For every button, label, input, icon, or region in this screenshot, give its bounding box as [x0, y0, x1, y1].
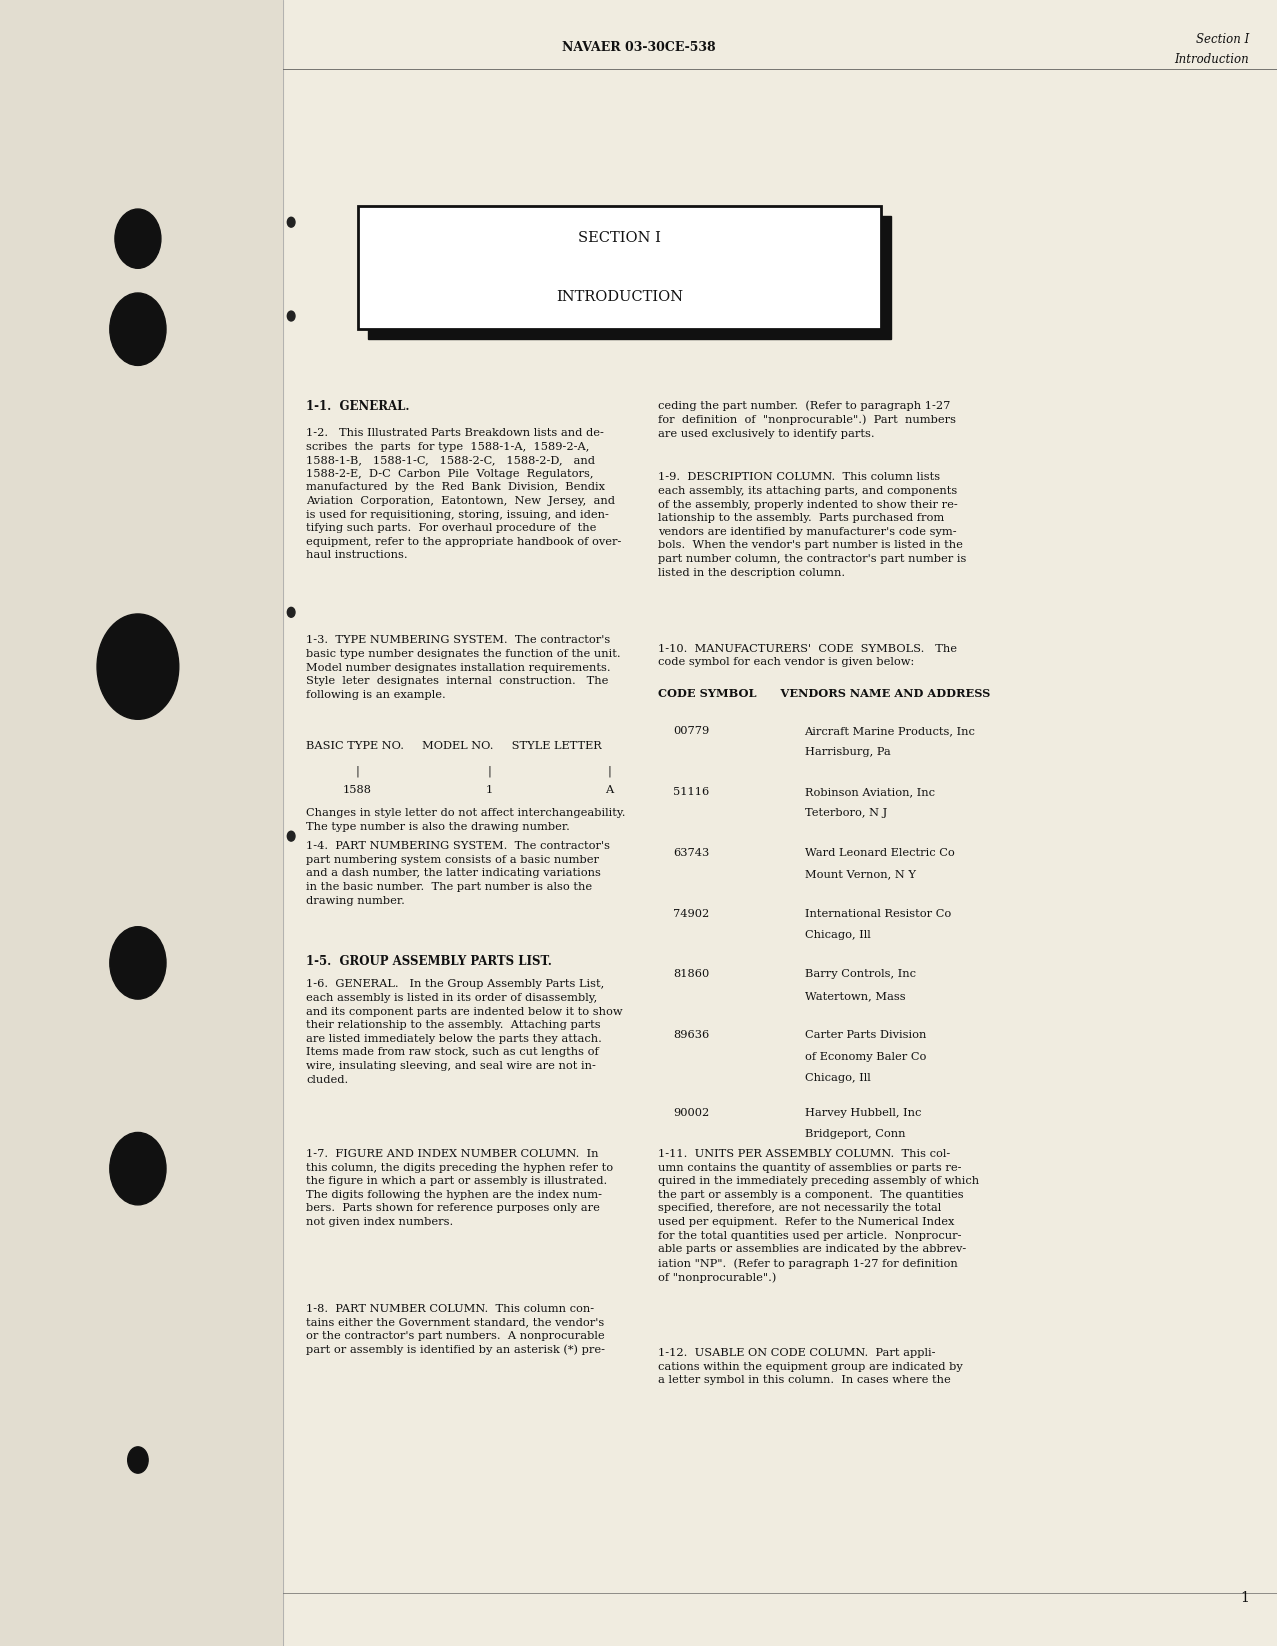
Text: INTRODUCTION: INTRODUCTION — [555, 290, 683, 305]
Text: Chicago, Ill: Chicago, Ill — [805, 930, 870, 940]
Circle shape — [128, 1447, 148, 1473]
Text: Ward Leonard Electric Co: Ward Leonard Electric Co — [805, 848, 954, 858]
Text: Robinson Aviation, Inc: Robinson Aviation, Inc — [805, 787, 935, 797]
Text: 1-4.  PART NUMBERING SYSTEM.  The contractor's
part numbering system consists of: 1-4. PART NUMBERING SYSTEM. The contract… — [306, 841, 610, 905]
Text: Introduction: Introduction — [1174, 53, 1249, 66]
Text: 1588: 1588 — [344, 785, 372, 795]
Circle shape — [110, 1132, 166, 1205]
Text: Harrisburg, Pa: Harrisburg, Pa — [805, 747, 890, 757]
Circle shape — [110, 927, 166, 999]
Text: 1-7.  FIGURE AND INDEX NUMBER COLUMN.  In
this column, the digits preceding the : 1-7. FIGURE AND INDEX NUMBER COLUMN. In … — [306, 1149, 614, 1226]
Text: 81860: 81860 — [673, 969, 709, 979]
Text: Bridgeport, Conn: Bridgeport, Conn — [805, 1129, 905, 1139]
Text: 51116: 51116 — [673, 787, 709, 797]
Text: 1-6.  GENERAL.   In the Group Assembly Parts List,
each assembly is listed in it: 1-6. GENERAL. In the Group Assembly Part… — [306, 979, 623, 1085]
Text: 1-10.  MANUFACTURERS'  CODE  SYMBOLS.   The
code symbol for each vendor is given: 1-10. MANUFACTURERS' CODE SYMBOLS. The c… — [658, 644, 956, 667]
Text: 1-2.   This Illustrated Parts Breakdown lists and de-
scribes  the  parts  for t: 1-2. This Illustrated Parts Breakdown li… — [306, 428, 622, 560]
Text: 1-5.  GROUP ASSEMBLY PARTS LIST.: 1-5. GROUP ASSEMBLY PARTS LIST. — [306, 955, 553, 968]
Text: 89636: 89636 — [673, 1030, 709, 1040]
Text: 1: 1 — [1240, 1590, 1249, 1605]
Text: Section I: Section I — [1195, 33, 1249, 46]
Text: NAVAER 03-30CE-538: NAVAER 03-30CE-538 — [562, 41, 715, 54]
Circle shape — [115, 209, 161, 268]
Text: 63743: 63743 — [673, 848, 709, 858]
Circle shape — [287, 831, 295, 841]
Text: 1: 1 — [485, 785, 493, 795]
Text: Mount Vernon, N Y: Mount Vernon, N Y — [805, 869, 916, 879]
Text: A: A — [605, 785, 613, 795]
Text: 1-12.  USABLE ON CODE COLUMN.  Part appli-
cations within the equipment group ar: 1-12. USABLE ON CODE COLUMN. Part appli-… — [658, 1348, 963, 1386]
Text: Barry Controls, Inc: Barry Controls, Inc — [805, 969, 916, 979]
Circle shape — [287, 311, 295, 321]
Text: ceding the part number.  (Refer to paragraph 1-27
for  definition  of  "nonprocu: ceding the part number. (Refer to paragr… — [658, 400, 955, 438]
Circle shape — [110, 293, 166, 365]
Circle shape — [287, 217, 295, 227]
Text: Changes in style letter do not affect interchangeability.
The type number is als: Changes in style letter do not affect in… — [306, 808, 626, 831]
Bar — [0, 0, 283, 1646]
Bar — [358, 206, 881, 329]
Bar — [368, 216, 891, 339]
Text: 1-1.  GENERAL.: 1-1. GENERAL. — [306, 400, 410, 413]
Text: 1-9.  DESCRIPTION COLUMN.  This column lists
each assembly, its attaching parts,: 1-9. DESCRIPTION COLUMN. This column lis… — [658, 472, 965, 578]
Text: |: | — [607, 765, 612, 777]
Text: Teterboro, N J: Teterboro, N J — [805, 808, 886, 818]
Text: CODE SYMBOL      VENDORS NAME AND ADDRESS: CODE SYMBOL VENDORS NAME AND ADDRESS — [658, 688, 990, 700]
Text: of Economy Baler Co: of Economy Baler Co — [805, 1052, 926, 1062]
Text: |: | — [355, 765, 360, 777]
Text: BASIC TYPE NO.     MODEL NO.     STYLE LETTER: BASIC TYPE NO. MODEL NO. STYLE LETTER — [306, 741, 603, 751]
Text: Chicago, Ill: Chicago, Ill — [805, 1073, 870, 1083]
Text: 00779: 00779 — [673, 726, 709, 736]
Text: International Resistor Co: International Resistor Co — [805, 909, 951, 918]
Text: 1-8.  PART NUMBER COLUMN.  This column con-
tains either the Government standard: 1-8. PART NUMBER COLUMN. This column con… — [306, 1304, 605, 1355]
Text: 74902: 74902 — [673, 909, 709, 918]
Text: 1-11.  UNITS PER ASSEMBLY COLUMN.  This col-
umn contains the quantity of assemb: 1-11. UNITS PER ASSEMBLY COLUMN. This co… — [658, 1149, 978, 1282]
Text: Aircraft Marine Products, Inc: Aircraft Marine Products, Inc — [805, 726, 976, 736]
Circle shape — [287, 607, 295, 617]
Text: Carter Parts Division: Carter Parts Division — [805, 1030, 926, 1040]
Circle shape — [97, 614, 179, 719]
Text: |: | — [487, 765, 492, 777]
Text: 1-3.  TYPE NUMBERING SYSTEM.  The contractor's
basic type number designates the : 1-3. TYPE NUMBERING SYSTEM. The contract… — [306, 635, 621, 700]
Text: 90002: 90002 — [673, 1108, 709, 1118]
Text: Watertown, Mass: Watertown, Mass — [805, 991, 905, 1001]
Text: Harvey Hubbell, Inc: Harvey Hubbell, Inc — [805, 1108, 921, 1118]
Text: SECTION I: SECTION I — [578, 230, 660, 245]
